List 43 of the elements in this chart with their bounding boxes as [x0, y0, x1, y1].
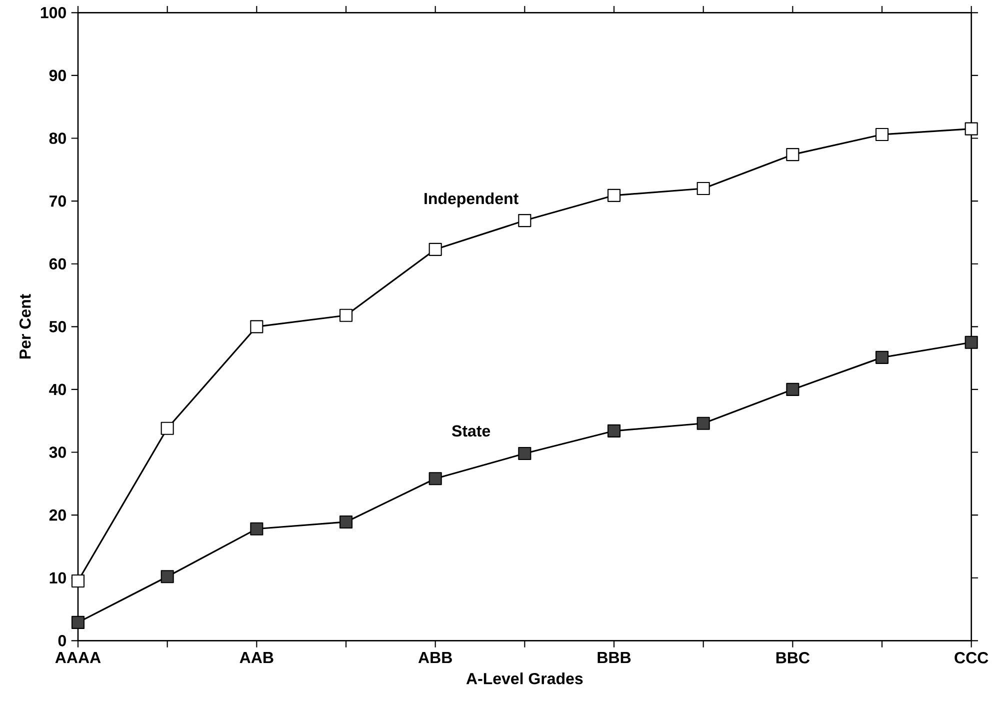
y-tick-label: 30 — [49, 446, 66, 458]
y-tick-label: 20 — [49, 509, 66, 521]
y-tick-label: 10 — [50, 572, 66, 584]
point — [339, 308, 353, 322]
y-tick-label: 70 — [50, 195, 66, 207]
point — [875, 350, 889, 364]
point — [518, 446, 532, 460]
series-label: Independent — [424, 192, 518, 208]
point — [786, 382, 800, 396]
y-tick-label: 80 — [49, 132, 66, 144]
y-axis-title: Per Cent — [19, 294, 31, 358]
point — [428, 242, 442, 256]
x-tick-label: ABB — [418, 652, 452, 664]
y-tick-label: 40 — [49, 384, 66, 396]
y-tick-label: 100 — [40, 7, 66, 18]
point — [160, 570, 174, 584]
point — [696, 416, 710, 430]
y-tick-label: 0 — [58, 635, 66, 646]
y-tick-label: 50 — [49, 321, 66, 332]
x-tick-label: BBB — [598, 652, 631, 664]
point — [250, 320, 264, 334]
y-tick-label: 90 — [49, 70, 66, 82]
point — [339, 515, 353, 529]
x-tick-label: CCC — [954, 652, 988, 664]
y-tick-label: 60 — [49, 258, 66, 270]
point — [160, 422, 174, 435]
point — [964, 122, 978, 136]
point — [250, 522, 264, 536]
point — [607, 424, 621, 438]
x-tick-label: AAAA — [55, 652, 101, 664]
point — [71, 574, 85, 588]
point — [696, 182, 710, 196]
series-label: State — [452, 425, 490, 437]
x-tick-label: BBC — [776, 652, 810, 664]
point — [964, 336, 978, 349]
point — [607, 188, 621, 202]
point — [786, 148, 800, 162]
point — [875, 128, 889, 142]
point — [71, 616, 85, 629]
x-tick-label: AAB — [240, 652, 274, 664]
point — [518, 214, 532, 228]
point — [428, 472, 442, 486]
x-axis-title: A-Level Grades — [466, 672, 583, 684]
